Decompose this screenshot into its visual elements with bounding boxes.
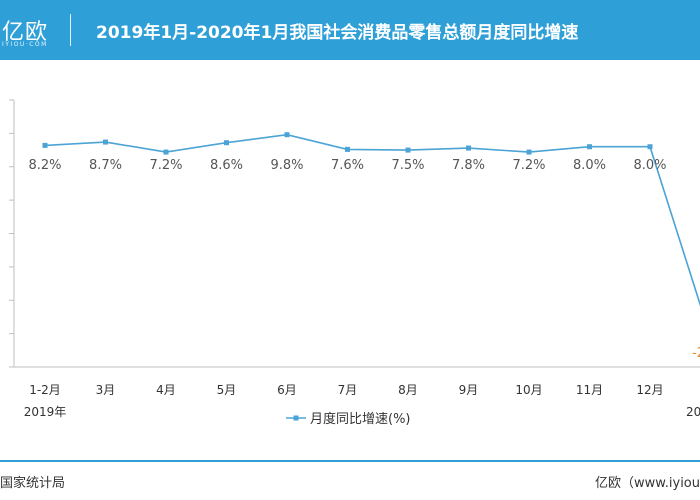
data-point: [587, 144, 592, 150]
data-label: 8.0%: [573, 158, 606, 173]
data-point: [284, 132, 290, 138]
data-point: [647, 144, 653, 150]
data-point: [466, 145, 471, 151]
data-label: -2: [692, 346, 700, 361]
data-label: 7.2%: [512, 158, 545, 173]
data-label: 8.2%: [28, 158, 61, 173]
x-tick-label: 1-2月: [29, 383, 61, 397]
data-point: [224, 140, 229, 146]
data-label: 7.6%: [331, 158, 364, 173]
data-label: 8.6%: [210, 158, 243, 173]
footer-source: 国家统计局: [0, 476, 66, 491]
chart-area: 8.2% 8.7% 7.2% 8.6% 9.8% 7.6% 7.5% 7.8% 7.2% 8.0%…: [0, 60, 700, 450]
x-tick-label: 8月: [398, 383, 418, 397]
data-label: 8.0%: [633, 158, 666, 173]
x-tick-label: 6月: [277, 383, 297, 397]
x-tick-label: 7月: [338, 383, 358, 397]
data-point: [345, 146, 350, 152]
legend-marker: [293, 415, 299, 421]
data-label: 8.7%: [89, 158, 122, 173]
x-tick-label: 12月: [636, 383, 663, 397]
chart-title: 2019年1月-2020年1月我国社会消费品零售总额月度同比增速: [96, 23, 579, 43]
data-label: 7.2%: [149, 158, 182, 173]
x-tick-label: 4月: [156, 383, 176, 397]
data-point: [103, 139, 108, 145]
x-year-label: 2019年: [24, 405, 67, 419]
x-tick-label: 5月: [217, 383, 237, 397]
data-label: 7.5%: [391, 158, 424, 173]
footer-divider: [0, 460, 700, 462]
line-chart: 8.2% 8.7% 7.2% 8.6% 9.8% 7.6% 7.5% 7.8% 7.2% 8.0%…: [9, 99, 700, 427]
data-point: [526, 149, 532, 155]
logo-subtext: IYIOU·COM: [2, 41, 48, 48]
series-line: [44, 133, 700, 307]
data-point: [42, 142, 48, 148]
x-tick-label: 10月: [515, 383, 542, 397]
data-point: [405, 147, 411, 153]
data-label: 7.8%: [452, 158, 485, 173]
header-bar: 亿欧 IYIOU·COM 2019年1月-2020年1月我国社会消费品零售总额月…: [0, 0, 700, 60]
data-point: [163, 149, 169, 155]
footer-brand: 亿欧（www.iyiou: [595, 476, 700, 491]
logo-divider: [70, 14, 71, 46]
x-tick-label: 3月: [96, 383, 116, 397]
x-tick-label: 9月: [459, 383, 479, 397]
x-year-label: 20: [686, 405, 700, 419]
logo-text: 亿欧: [2, 20, 49, 45]
legend-label: 月度同比增速(%): [310, 411, 411, 427]
x-tick-label: 11月: [576, 383, 603, 397]
data-label: 9.8%: [270, 158, 303, 173]
